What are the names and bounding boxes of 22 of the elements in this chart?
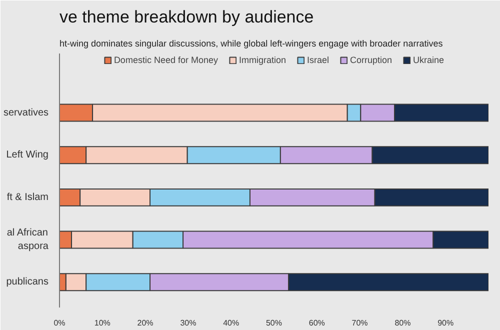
- x-tick-label: 10%: [94, 318, 110, 328]
- x-tick-label: 90%: [438, 318, 454, 328]
- legend-label: Israel: [307, 55, 330, 65]
- chart-subtitle: ht-wing dominates singular discussions, while global left-wingers engage with broader narratives: [60, 38, 444, 48]
- x-tick-label: 30%: [180, 318, 196, 328]
- x-tick-label: 40%: [223, 318, 240, 328]
- x-tick-label: 60%: [308, 318, 325, 328]
- legend-label: Immigration: [238, 55, 286, 65]
- x-tick-label: 80%: [394, 318, 411, 328]
- x-tick-label: 70%: [352, 318, 368, 328]
- x-tick-label: 0%: [54, 318, 66, 328]
- y-tick-label: Left Wing: [6, 150, 49, 161]
- y-tick-label: ft & Islam: [6, 192, 49, 203]
- legend-label: Ukraine: [413, 55, 444, 65]
- legend-label: Corruption: [350, 55, 392, 65]
- chart-title: ve theme breakdown by audience: [60, 8, 314, 26]
- y-tick-label: servatives: [3, 107, 48, 118]
- legend-label: Domestic Need for Money: [114, 55, 218, 65]
- x-tick-label: 50%: [266, 318, 282, 328]
- y-tick-label: publicans: [6, 276, 49, 288]
- y-tick-label: al African aspora: [6, 228, 49, 252]
- x-tick-label: 20%: [137, 318, 154, 328]
